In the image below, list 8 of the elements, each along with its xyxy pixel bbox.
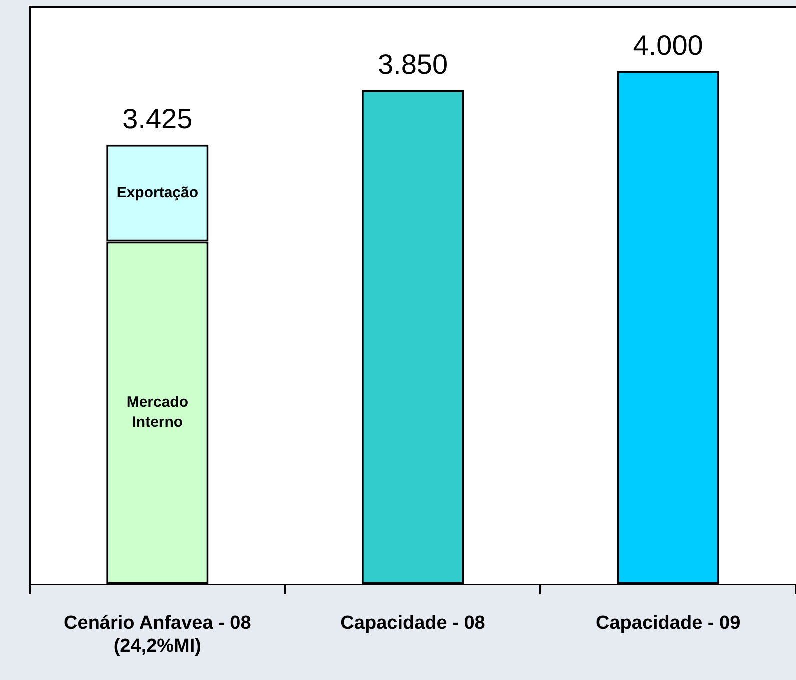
- data-label: 4.000: [633, 30, 704, 61]
- series-label: Mercado Interno: [126, 394, 189, 432]
- total-label: 3.425: [122, 104, 193, 135]
- x-tick-label: Cenário Anfavea - 08 (24,2%MI): [64, 613, 252, 657]
- x-tick-label: Capacidade - 08: [340, 613, 486, 634]
- x-tick-label: Capacidade - 09: [596, 613, 741, 634]
- series-label: Exportação: [116, 184, 199, 202]
- data-label: 3.850: [378, 49, 448, 80]
